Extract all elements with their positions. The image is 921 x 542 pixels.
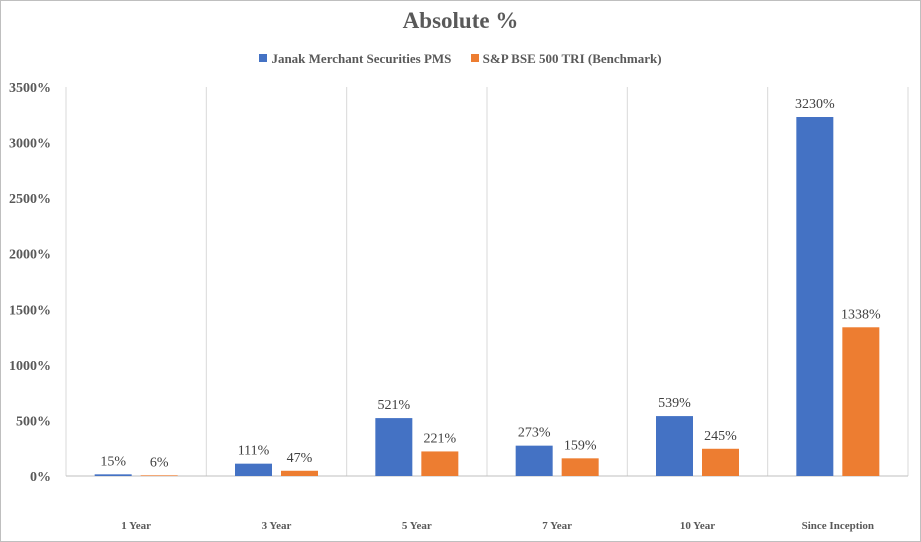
data-label-benchmark: 245% bbox=[704, 429, 737, 444]
bar-benchmark bbox=[702, 448, 739, 476]
bar-benchmark bbox=[421, 451, 459, 476]
legend: Janak Merchant Securities PMS S&P BSE 50… bbox=[0, 51, 921, 67]
y-tick-label: 1500% bbox=[9, 303, 51, 318]
y-tick-label: 1000% bbox=[9, 359, 51, 374]
bar-benchmark bbox=[561, 458, 599, 476]
bar-pms bbox=[656, 416, 693, 476]
data-label-benchmark: 1338% bbox=[841, 307, 881, 322]
data-label-pms: 539% bbox=[658, 396, 691, 411]
data-label-pms: 3230% bbox=[795, 97, 835, 112]
bar-benchmark bbox=[281, 470, 318, 476]
legend-swatch-pms bbox=[259, 54, 268, 62]
data-label-pms: 273% bbox=[518, 426, 551, 441]
y-tick-label: 500% bbox=[16, 414, 51, 429]
bar-pms bbox=[796, 117, 834, 476]
bar-pms bbox=[375, 418, 413, 476]
x-tick-label: Since Inception bbox=[802, 520, 874, 532]
data-label-benchmark: 221% bbox=[423, 431, 456, 446]
x-tick-label: 3 Year bbox=[262, 520, 292, 532]
bar-pms bbox=[94, 474, 132, 476]
x-tick-label: 5 Year bbox=[402, 520, 432, 532]
bar-benchmark bbox=[842, 327, 880, 476]
data-label-pms: 15% bbox=[100, 454, 126, 469]
y-tick-label: 3000% bbox=[9, 137, 51, 152]
legend-item-benchmark: S&P BSE 500 TRI (Benchmark) bbox=[470, 51, 662, 67]
x-tick-label: 1 Year bbox=[121, 520, 151, 532]
chart-title: Absolute % bbox=[402, 8, 519, 33]
y-tick-label: 0% bbox=[30, 470, 51, 485]
x-tick-label: 10 Year bbox=[680, 520, 715, 532]
y-tick-label: 2500% bbox=[9, 192, 51, 207]
data-label-pms: 521% bbox=[377, 398, 410, 413]
bar-pms bbox=[515, 445, 553, 476]
bar-benchmark bbox=[140, 475, 178, 476]
y-tick-label: 2000% bbox=[9, 248, 51, 263]
x-tick-label: 7 Year bbox=[542, 520, 572, 532]
data-label-benchmark: 47% bbox=[287, 451, 313, 466]
y-tick-label: 3500% bbox=[9, 81, 51, 96]
legend-item-pms: Janak Merchant Securities PMS bbox=[259, 51, 451, 67]
legend-swatch-benchmark bbox=[470, 54, 479, 62]
legend-label-benchmark: S&P BSE 500 TRI (Benchmark) bbox=[482, 51, 662, 66]
data-label-benchmark: 6% bbox=[150, 455, 169, 470]
data-label-pms: 111% bbox=[238, 444, 270, 459]
data-label-benchmark: 159% bbox=[564, 438, 597, 453]
bar-pms bbox=[235, 463, 272, 476]
legend-label-pms: Janak Merchant Securities PMS bbox=[271, 51, 452, 66]
